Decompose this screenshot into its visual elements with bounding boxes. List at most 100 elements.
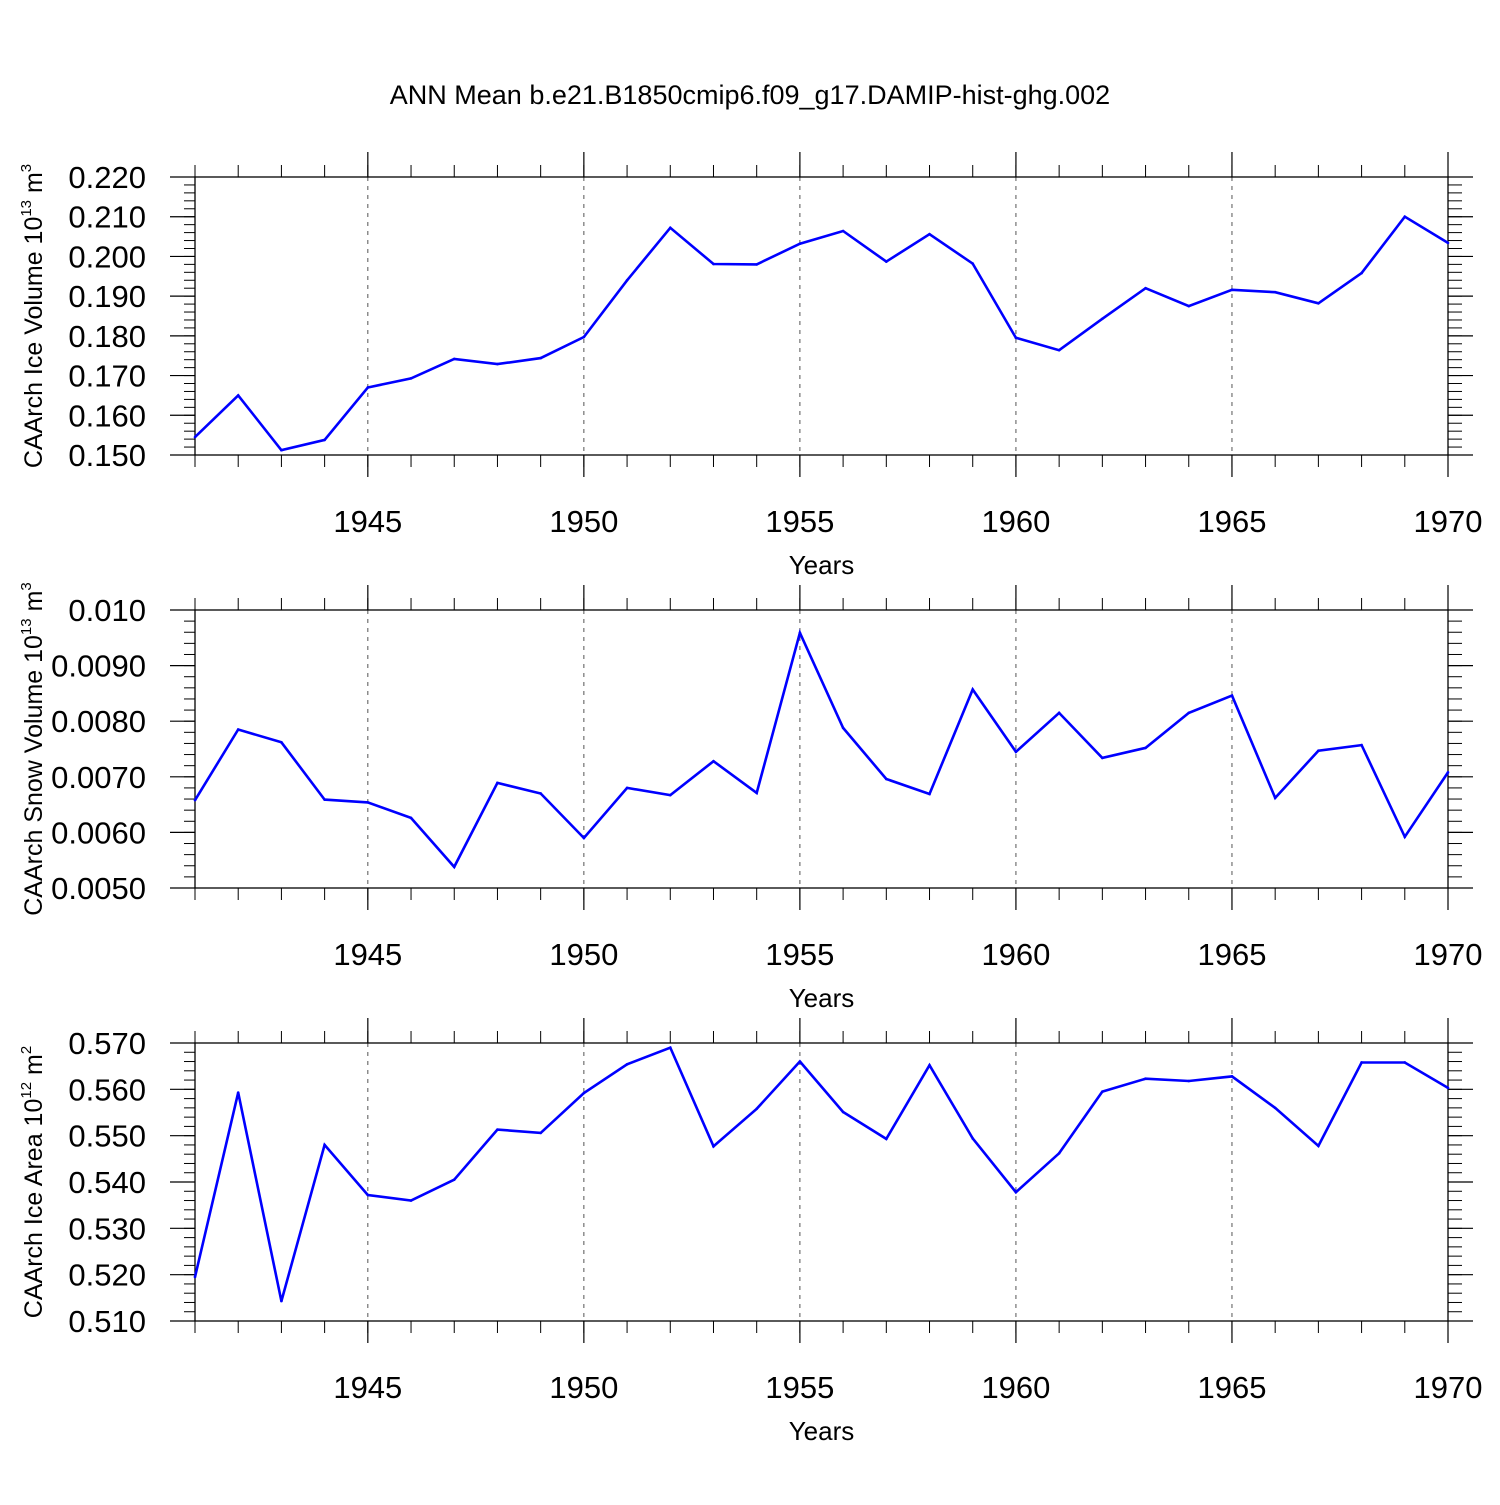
data-point: [1317, 301, 1320, 305]
data-point: [452, 357, 456, 361]
data-point: [1187, 1079, 1191, 1083]
x-tick-label: 1950: [549, 937, 618, 972]
data-point: [798, 242, 802, 246]
data-point: [755, 263, 758, 266]
data-point: [496, 362, 499, 366]
x-tick-label: 1965: [1197, 1370, 1266, 1405]
y-tick-label: 0.210: [68, 200, 146, 235]
data-point: [1360, 271, 1363, 275]
data-point: [409, 1199, 413, 1202]
data-point: [280, 1299, 283, 1303]
x-tick-label: 1960: [981, 937, 1050, 972]
data-point: [236, 394, 240, 397]
data-point: [366, 386, 370, 389]
data-point: [1057, 711, 1061, 715]
y-tick-label: 0.010: [68, 593, 146, 628]
data-point: [1101, 317, 1104, 321]
data-point: [323, 438, 326, 442]
data-point: [971, 688, 975, 691]
data-point: [885, 260, 888, 263]
plot-frame: [194, 176, 1449, 456]
chart-panel-1: 0.150 0.160 0.170 0.180 0.190 0.200 0.210 0.220…: [18, 152, 1482, 580]
data-point: [1230, 1075, 1234, 1078]
chart-title: ANN Mean b.e21.B1850cmip6.f09_g17.DAMIP-…: [390, 80, 1110, 110]
y-tick-label: 0.0070: [51, 760, 146, 795]
x-tick-label: 1950: [549, 504, 618, 539]
x-tick-label: 1970: [1414, 1370, 1483, 1405]
data-point: [409, 816, 413, 820]
data-point: [841, 229, 845, 233]
x-tick-label: 1945: [333, 937, 402, 972]
data-point: [193, 1275, 197, 1279]
data-point: [539, 356, 542, 360]
x-tick-label: 1950: [549, 1370, 618, 1405]
plot-frame: [194, 609, 1449, 889]
data-point: [668, 1046, 672, 1049]
x-tick-label: 1965: [1197, 937, 1266, 972]
data-point: [539, 1131, 542, 1135]
data-point: [496, 1128, 499, 1131]
chart-panel-2: 0.0050 0.0060 0.0070 0.0080 0.0090 0.010 1945 1…: [18, 582, 1482, 1013]
chart-panel-3: 0.510 0.520 0.530 0.540 0.550 0.560 0.570 1945 1…: [18, 1018, 1482, 1446]
data-point: [1403, 215, 1407, 219]
x-tick-label: 1945: [333, 504, 402, 539]
data-point: [668, 226, 672, 230]
data-point: [236, 728, 240, 731]
y-tick-label: 0.560: [68, 1072, 146, 1107]
data-point: [668, 793, 672, 797]
x-tick-label: 1960: [981, 504, 1050, 539]
plot-frame: [194, 1042, 1449, 1322]
data-point: [928, 1063, 931, 1067]
data-point: [1446, 241, 1450, 245]
y-tick-label: 0.530: [68, 1211, 146, 1246]
data-point: [625, 1063, 629, 1066]
data-point: [582, 836, 586, 840]
data-point: [885, 1137, 888, 1141]
data-point: [193, 798, 197, 802]
data-point: [928, 232, 931, 236]
data-point: [193, 435, 197, 439]
y-tick-label: 0.520: [68, 1258, 146, 1293]
data-point: [1057, 348, 1061, 352]
data-point: [1273, 796, 1277, 800]
data-point: [712, 262, 715, 266]
data-point: [798, 1060, 802, 1063]
data-point: [712, 759, 715, 763]
data-point: [280, 741, 283, 744]
y-tick-label: 0.540: [68, 1165, 146, 1200]
y-tick-label: 0.0080: [51, 704, 146, 739]
data-point: [1144, 1077, 1147, 1080]
data-point: [1273, 290, 1277, 294]
y-tick-label: 0.160: [68, 398, 146, 433]
data-point: [798, 631, 802, 635]
y-tick-label: 0.190: [68, 279, 146, 314]
data-point: [625, 278, 629, 282]
data-point: [366, 1193, 370, 1197]
series-line: [193, 1045, 1449, 1302]
data-point: [582, 1091, 586, 1095]
data-point: [1273, 1106, 1277, 1110]
data-point: [582, 335, 586, 339]
data-point: [928, 792, 931, 796]
data-point: [1317, 1144, 1320, 1148]
data-point: [1101, 756, 1104, 760]
data-point: [1014, 750, 1018, 754]
y-axis-title: CAArch Ice Volume 1013 m3: [18, 164, 48, 468]
data-point: [1403, 1061, 1407, 1064]
y-tick-label: 0.0090: [51, 649, 146, 684]
y-tick-label: 0.510: [68, 1304, 146, 1339]
data-point: [971, 1137, 975, 1140]
data-point: [280, 448, 283, 452]
data-point: [841, 726, 845, 730]
data-point: [452, 865, 456, 869]
data-point: [1101, 1090, 1104, 1093]
y-tick-label: 0.150: [68, 438, 146, 473]
data-point: [1144, 746, 1147, 750]
data-point: [1187, 711, 1191, 715]
y-tick-label: 0.0060: [51, 815, 146, 850]
x-tick-label: 1945: [333, 1370, 402, 1405]
data-point: [1446, 771, 1450, 774]
